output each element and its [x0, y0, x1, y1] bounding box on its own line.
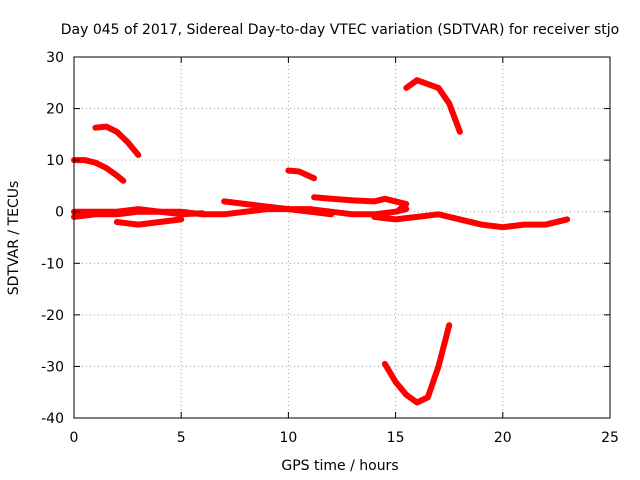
series-line-arc-5	[113, 216, 185, 228]
series-line-arc-1	[71, 157, 127, 184]
y-tick-label: 0	[55, 205, 64, 221]
x-tick-label: 10	[279, 430, 297, 446]
y-axis-label: SDTVAR / TECUs	[6, 181, 22, 296]
series-line-arc-11	[381, 322, 453, 406]
chart-title: Day 045 of 2017, Sidereal Day-to-day VTE…	[61, 22, 619, 38]
x-axis-label: GPS time / hours	[281, 458, 398, 474]
grid	[74, 57, 610, 418]
x-tick-label: 5	[177, 430, 186, 446]
y-tick-label: -20	[41, 308, 64, 324]
y-tick-label: -30	[41, 359, 64, 375]
series-line-arc-2	[92, 123, 142, 158]
series-line-arc-8	[311, 194, 410, 213]
x-tick-label: 20	[494, 430, 512, 446]
series-line-arc-7	[285, 167, 318, 182]
y-tick-label: 10	[46, 153, 64, 169]
y-tick-label: -10	[41, 256, 64, 272]
x-tick-label: 25	[601, 430, 619, 446]
series-line-arc-9	[371, 211, 571, 231]
series-layer	[71, 77, 571, 406]
x-tick-label: 15	[387, 430, 405, 446]
y-tick-label: 30	[46, 50, 64, 66]
series-line-arc-6	[221, 198, 335, 218]
y-tick-label: 20	[46, 102, 64, 118]
series-line-arc-4	[71, 208, 206, 220]
plot-frame	[73, 56, 611, 419]
x-tick-label: 0	[70, 430, 79, 446]
y-tick-label: -40	[41, 411, 64, 427]
axis-ticks: 0 5 10 15 20 25 -40 -30 -20 -10 0 10 20 30	[41, 50, 619, 446]
series-line-arc-10	[403, 77, 463, 135]
